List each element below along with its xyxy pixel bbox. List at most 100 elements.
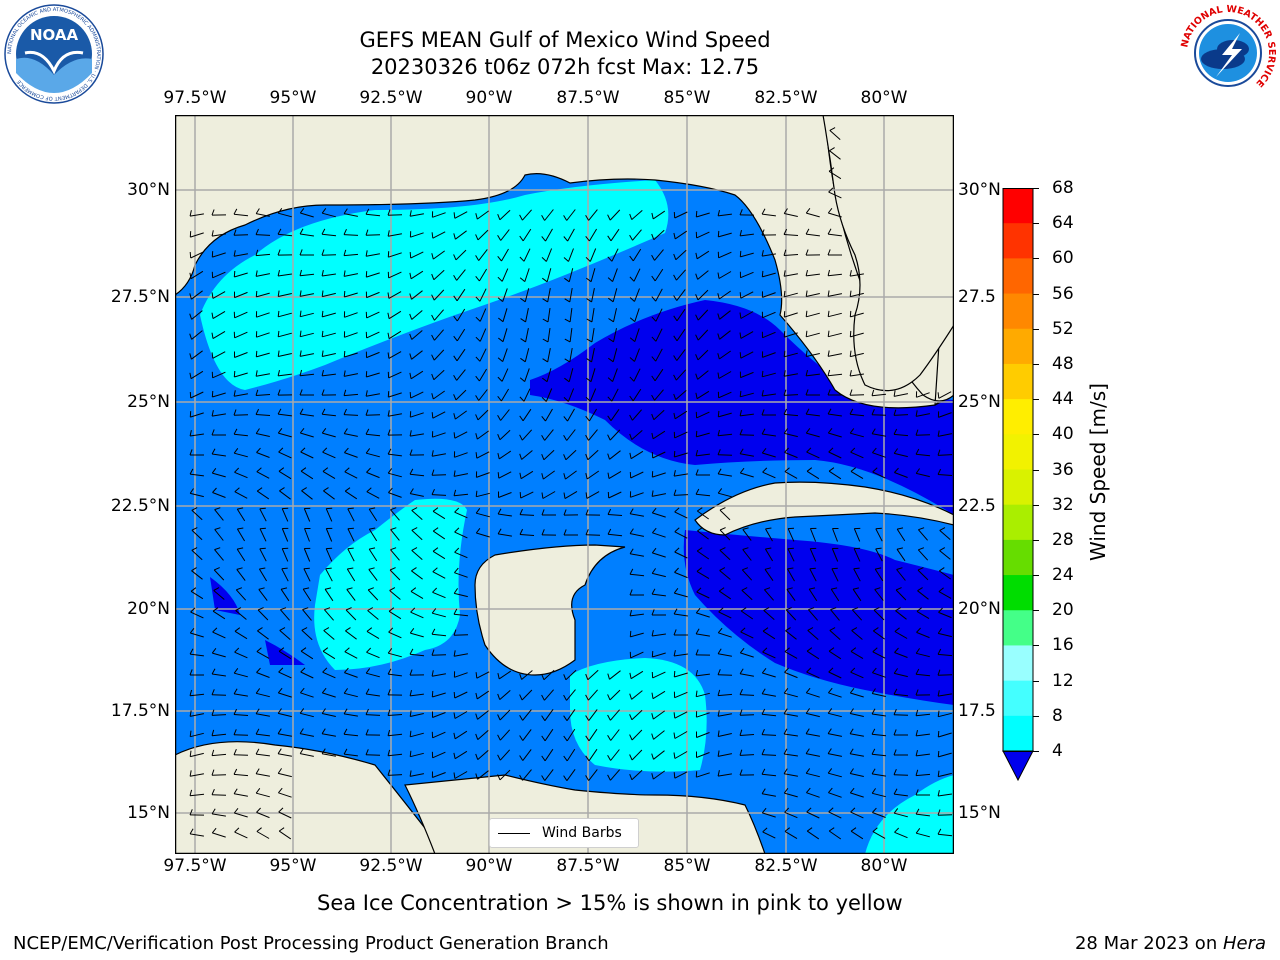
wind-barb bbox=[630, 513, 644, 517]
wind-barb-flag bbox=[607, 235, 612, 242]
wind-barb bbox=[829, 150, 841, 160]
wind-barb-flag bbox=[827, 408, 832, 415]
wind-barb bbox=[411, 570, 423, 580]
wind-barb bbox=[278, 733, 292, 737]
wind-barb-flag bbox=[409, 488, 414, 494]
wind-barb-flag bbox=[343, 428, 348, 434]
wind-barb-flag bbox=[850, 647, 857, 652]
colorbar-tick: 52 bbox=[1052, 318, 1074, 339]
wind-barb-flag bbox=[783, 270, 786, 277]
wind-barb bbox=[674, 613, 688, 617]
wind-barb-flag bbox=[827, 708, 833, 714]
wind-barb-flag bbox=[673, 232, 676, 240]
lon_ticks-tick: 90°W bbox=[465, 88, 513, 108]
wind-barb-flag bbox=[937, 750, 940, 757]
wind-barb bbox=[630, 553, 644, 557]
wind-barb-flag bbox=[893, 448, 899, 454]
lon_ticks-tick: 90°W bbox=[465, 856, 513, 876]
wind-barb-flag bbox=[827, 369, 831, 376]
wind-barb-flag bbox=[299, 330, 302, 337]
wind-barb bbox=[498, 492, 512, 498]
wind-barb-flag bbox=[233, 807, 239, 814]
wind-barb bbox=[212, 631, 226, 639]
wind-barb-flag bbox=[673, 650, 676, 657]
wind-barb-flag bbox=[871, 409, 875, 415]
wind-barb bbox=[278, 212, 292, 218]
wind-barb bbox=[344, 292, 358, 298]
wind-barb-flag bbox=[541, 257, 547, 262]
wind-barb-flag bbox=[389, 587, 396, 591]
wind-barb bbox=[431, 633, 447, 637]
wind-barb-flag bbox=[519, 453, 523, 460]
wind-barb-flag bbox=[563, 674, 567, 680]
wind-barb-flag bbox=[233, 428, 238, 435]
wind-barb-flag bbox=[762, 627, 769, 632]
wind-barb bbox=[300, 432, 314, 438]
wind-barb-flag bbox=[409, 210, 412, 217]
wind-barb-flag bbox=[497, 754, 501, 761]
wind-barb-flag bbox=[299, 748, 304, 754]
wind-barb bbox=[212, 652, 226, 658]
wind-barb-flag bbox=[629, 433, 633, 440]
wind-barb bbox=[256, 312, 270, 318]
wind-barb-flag bbox=[563, 529, 567, 536]
lon_ticks-tick: 95°W bbox=[269, 88, 317, 108]
wind-barb-flag bbox=[409, 730, 412, 737]
wind-barb bbox=[613, 308, 617, 322]
wind-barb bbox=[476, 472, 490, 478]
wind-barb bbox=[211, 753, 227, 757]
wind-barb bbox=[234, 311, 248, 319]
wind-barb-flag bbox=[783, 748, 788, 755]
wind-barb-flag bbox=[805, 330, 808, 337]
wind-barb bbox=[784, 292, 798, 298]
wind-barb bbox=[806, 353, 820, 357]
wind-barb-flag bbox=[872, 667, 877, 674]
wind-barb-flag bbox=[256, 467, 262, 473]
wind-barb-flag bbox=[917, 587, 923, 592]
wind-barb-flag bbox=[345, 607, 352, 611]
wind-barb-flag bbox=[651, 212, 654, 220]
wind-barb bbox=[591, 288, 595, 302]
wind-barb-flag bbox=[629, 568, 634, 575]
wind-barb-flag bbox=[806, 787, 811, 794]
wind-barb bbox=[325, 528, 333, 542]
wind-barb-flag bbox=[849, 350, 852, 357]
wind-barb bbox=[609, 689, 621, 701]
wind-barb-flag bbox=[831, 567, 838, 570]
wind-barb-flag bbox=[787, 567, 794, 570]
wind-barb-flag bbox=[629, 337, 636, 342]
wind-barb bbox=[347, 528, 355, 542]
wind-barb-flag bbox=[519, 492, 522, 499]
wind-barb-flag bbox=[300, 447, 306, 453]
wind-barb bbox=[567, 388, 575, 402]
wind-barb-flag bbox=[742, 567, 749, 571]
wind-barb bbox=[850, 312, 864, 318]
wind-barb-flag bbox=[739, 688, 743, 695]
wind-barb-flag bbox=[365, 668, 371, 674]
wind-barb-flag bbox=[607, 774, 611, 781]
colorbar-tick: 4 bbox=[1052, 741, 1063, 761]
wind-barb-flag bbox=[717, 410, 720, 417]
wind-barb bbox=[610, 709, 620, 721]
wind-barb-flag bbox=[871, 428, 876, 434]
wind-barb bbox=[696, 712, 710, 718]
wind-barb-flag bbox=[409, 750, 412, 757]
wind-barb bbox=[894, 812, 908, 818]
wind-barb-flag bbox=[937, 430, 940, 437]
wind-barb-flag bbox=[849, 728, 854, 735]
wind-barb-flag bbox=[280, 607, 287, 611]
wind-barb-flag bbox=[852, 607, 859, 611]
wind-barb-flag bbox=[784, 447, 789, 453]
wind-barb bbox=[278, 712, 292, 718]
wind-barb-flag bbox=[739, 769, 743, 776]
wind-barb bbox=[520, 470, 534, 480]
wind-barb bbox=[630, 492, 644, 498]
wind-barb-flag bbox=[673, 355, 678, 361]
wind-barb-flag bbox=[585, 214, 590, 221]
wind-barb-flag bbox=[783, 408, 788, 415]
wind-barb bbox=[300, 671, 314, 679]
wind-barb-flag bbox=[805, 728, 810, 734]
wind-barb-flag bbox=[651, 233, 655, 240]
wind-barb bbox=[255, 253, 271, 257]
wind-barb-flag bbox=[431, 232, 434, 239]
